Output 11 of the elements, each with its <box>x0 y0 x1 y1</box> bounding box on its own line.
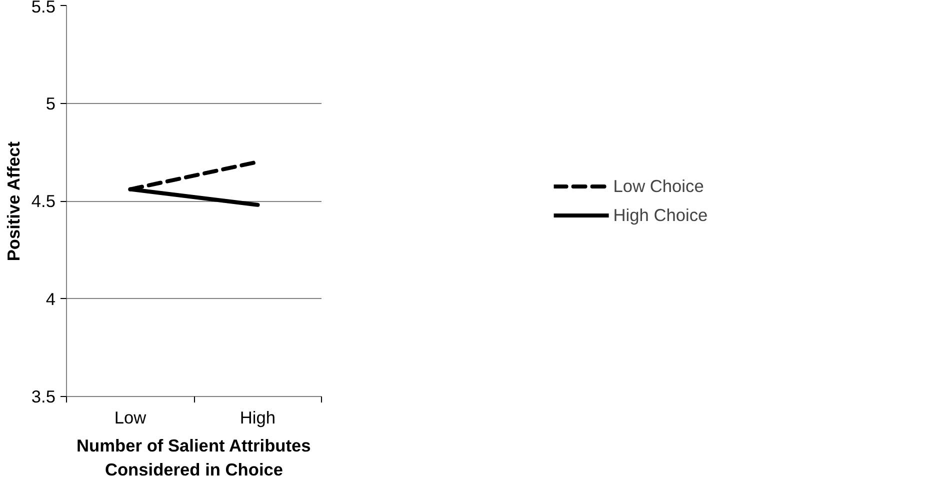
y-axis-title: Positive Affect <box>3 141 24 262</box>
y-tick-label: 3.5 <box>31 386 56 406</box>
x-tick-label: Low <box>114 408 147 428</box>
x-axis-title: Number of Salient Attributes Considered in Choice <box>76 436 311 480</box>
x-tick-label: High <box>240 408 276 428</box>
y-tick-label: 5.5 <box>31 0 56 16</box>
y-tick-label: 4 <box>46 288 56 309</box>
y-tick-label: 5 <box>46 93 56 114</box>
legend-label: Low Choice <box>613 176 704 196</box>
legend-label: High Choice <box>613 204 708 226</box>
y-tick-label: 4.5 <box>31 191 56 211</box>
